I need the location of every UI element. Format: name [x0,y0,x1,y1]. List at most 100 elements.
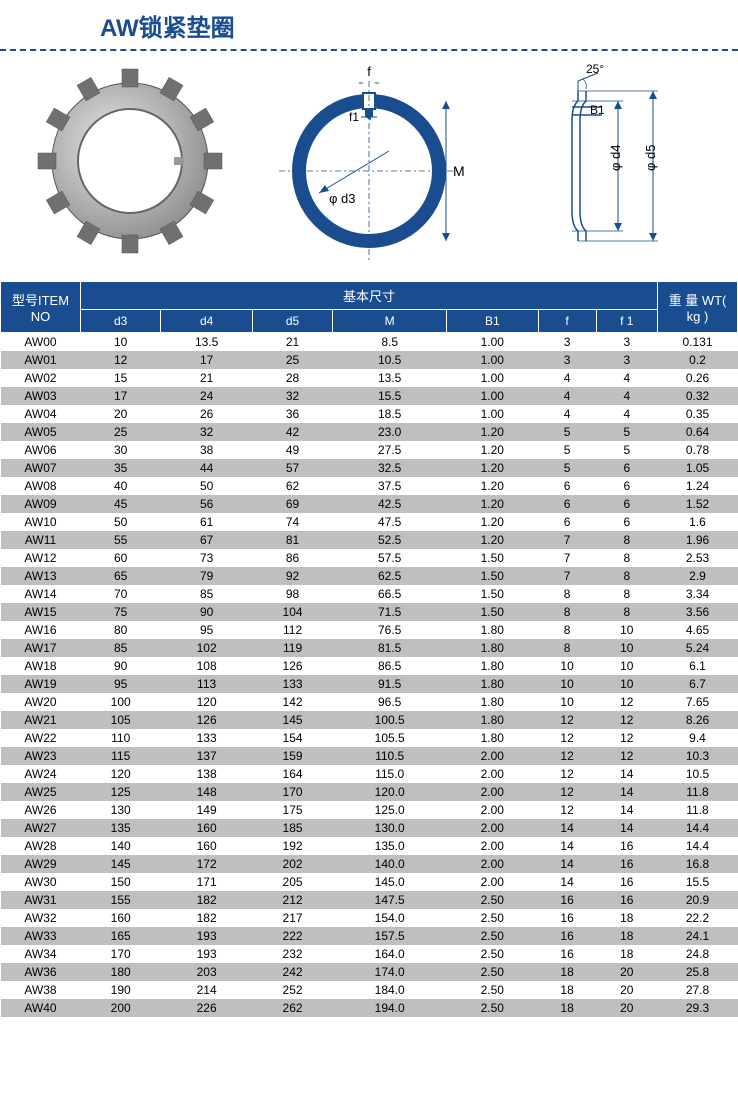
cell: 119 [252,639,332,657]
cell: 4 [538,369,596,387]
th-col-2: d5 [252,310,332,333]
cell: 55 [81,531,161,549]
cell: 1.80 [447,639,539,657]
cell: 57.5 [333,549,447,567]
th-col-0: d3 [81,310,161,333]
label-d4: φ d4 [608,144,623,171]
cell: 135.0 [333,837,447,855]
cell: 0.2 [658,351,738,369]
cell: 15.5 [658,873,738,891]
cell: 37.5 [333,477,447,495]
cell: 44 [161,459,253,477]
table-row: AW21105126145100.51.8012128.26 [1,711,738,729]
cell: 57 [252,459,332,477]
cell: 12 [596,747,657,765]
cell: AW09 [1,495,81,513]
table-row: AW36180203242174.02.50182025.8 [1,963,738,981]
cell: 3 [538,333,596,352]
label-angle: 25° [586,62,604,76]
cell: 2.50 [447,945,539,963]
cell: 40 [81,477,161,495]
cell: 142 [252,693,332,711]
th-col-5: f [538,310,596,333]
cell: 174.0 [333,963,447,981]
cell: 145 [252,711,332,729]
cell: 12 [538,765,596,783]
cell: 12 [538,747,596,765]
cell: 10.5 [658,765,738,783]
cell: 10 [596,675,657,693]
cell: 160 [161,819,253,837]
cell: 12 [538,729,596,747]
cell: AW34 [1,945,81,963]
cell: 6 [538,513,596,531]
cell: AW13 [1,567,81,585]
cell: AW20 [1,693,81,711]
cell: 1.80 [447,729,539,747]
cell: 27.8 [658,981,738,999]
cell: 13.5 [161,333,253,352]
cell: 91.5 [333,675,447,693]
cell: 25.8 [658,963,738,981]
cell: 23.0 [333,423,447,441]
cell: 25 [81,423,161,441]
cell: 0.26 [658,369,738,387]
cell: 62.5 [333,567,447,585]
cell: 0.131 [658,333,738,352]
cell: 8 [596,585,657,603]
cell: 100.5 [333,711,447,729]
cell: 222 [252,927,332,945]
cell: 50 [161,477,253,495]
cell: 1.00 [447,351,539,369]
cell: 10 [596,621,657,639]
cell: 252 [252,981,332,999]
cell: AW16 [1,621,81,639]
cell: 12 [538,711,596,729]
cell: 115.0 [333,765,447,783]
cell: 14 [596,801,657,819]
cell: AW29 [1,855,81,873]
diagram-area: M φ d3 f f1 B1 [0,51,738,281]
cell: 24.1 [658,927,738,945]
cell: 70 [81,585,161,603]
cell: 184.0 [333,981,447,999]
cell: 10 [81,333,161,352]
cell: 205 [252,873,332,891]
label-B1: B1 [590,103,605,117]
cell: 18 [596,945,657,963]
cell: 194.0 [333,999,447,1017]
cell: 18 [538,999,596,1017]
cell: 0.32 [658,387,738,405]
cell: AW30 [1,873,81,891]
cell: 2.00 [447,819,539,837]
table-row: AW199511313391.51.8010106.7 [1,675,738,693]
cell: AW02 [1,369,81,387]
cell: 45 [81,495,161,513]
cell: 120 [161,693,253,711]
cell: 8 [538,603,596,621]
cell: 105 [81,711,161,729]
cell: AW21 [1,711,81,729]
cell: 75 [81,603,161,621]
cell: 1.20 [447,531,539,549]
cell: 1.20 [447,513,539,531]
cell: 16 [538,891,596,909]
cell: 2.00 [447,747,539,765]
cell: 182 [161,909,253,927]
cell: 7 [538,531,596,549]
cell: 28 [252,369,332,387]
cell: 192 [252,837,332,855]
cell: 1.80 [447,657,539,675]
cell: AW22 [1,729,81,747]
cell: 165 [81,927,161,945]
cell: 20 [596,981,657,999]
cell: 6 [596,459,657,477]
cell: 14 [538,819,596,837]
cell: AW05 [1,423,81,441]
cell: 10 [596,657,657,675]
cell: 100 [81,693,161,711]
table-row: AW38190214252184.02.50182027.8 [1,981,738,999]
cell: 170 [252,783,332,801]
cell: 17 [161,351,253,369]
cell: 16 [596,891,657,909]
